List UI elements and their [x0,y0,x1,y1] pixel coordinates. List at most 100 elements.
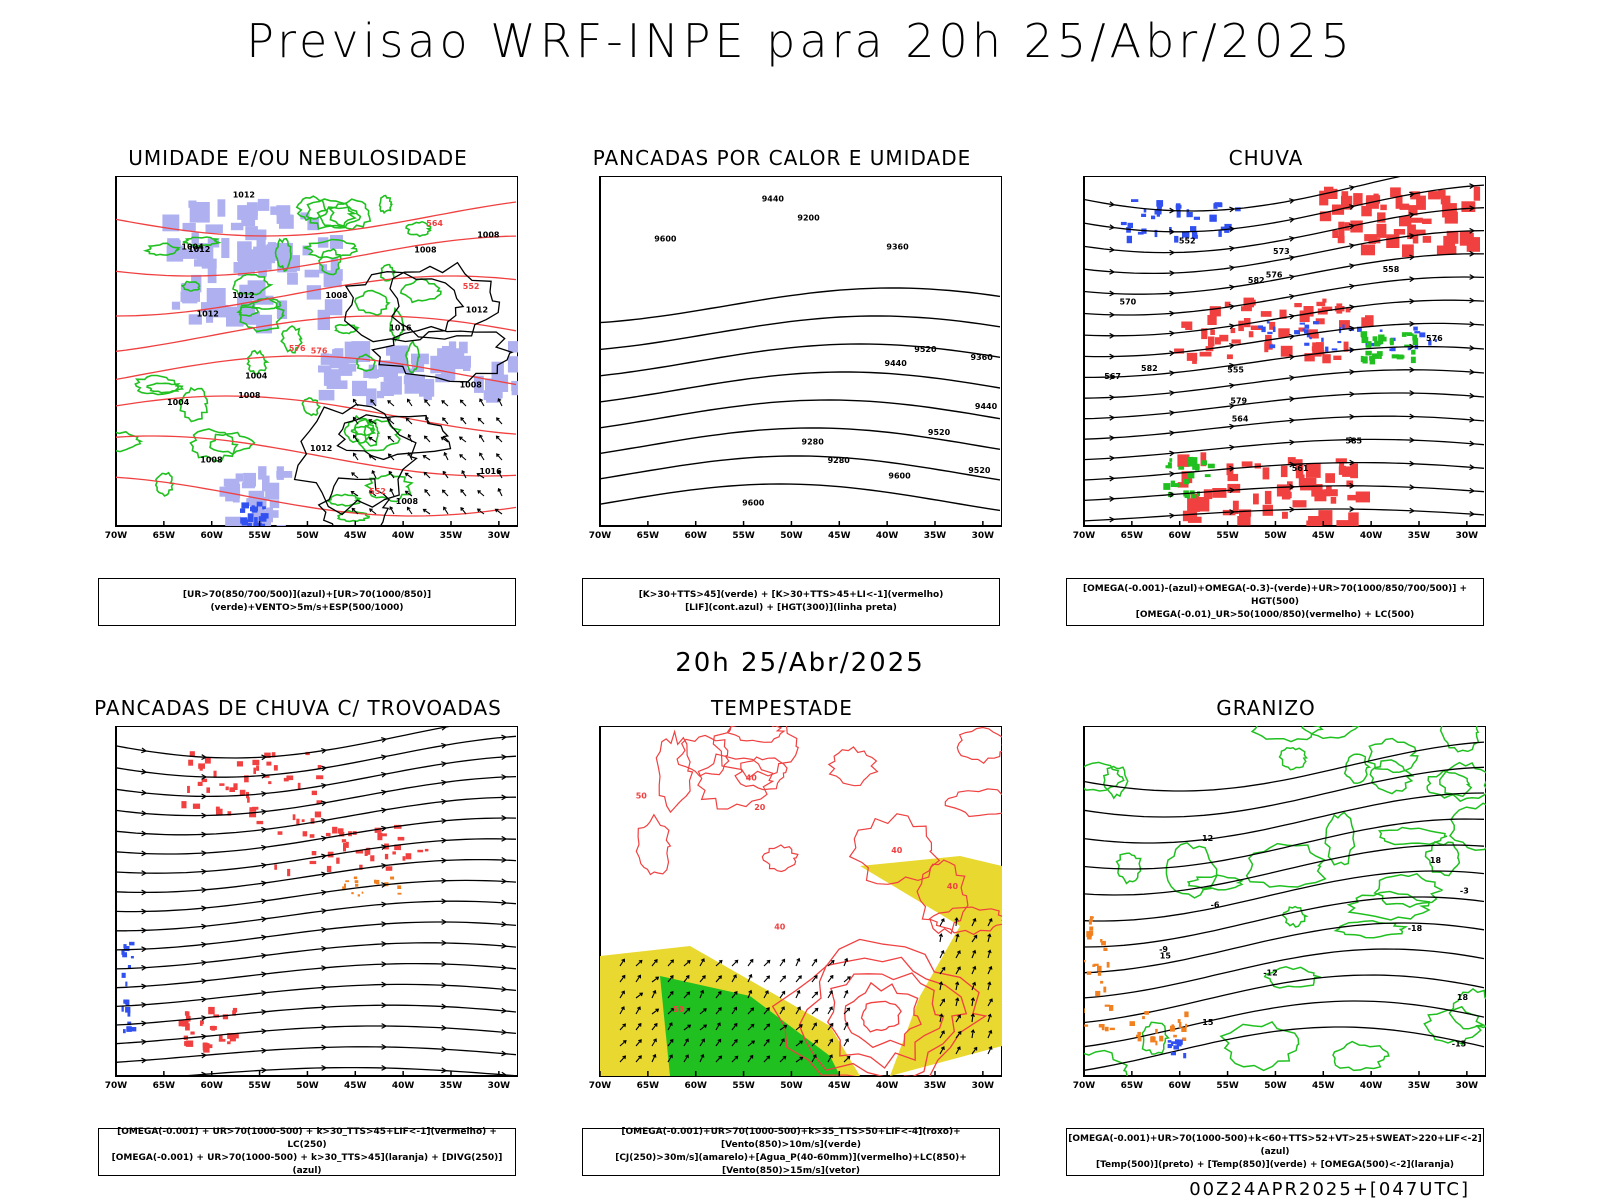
lon-tick-label: 70W [105,531,128,541]
storm-red-area [249,811,257,818]
rain-red-area [1361,205,1372,217]
temp-label: 18 [1457,993,1469,1002]
flow-arrow [1289,396,1296,403]
low-level-humidity-contour [142,242,181,257]
lon-tick-label: 50W [780,531,803,541]
panel-pancadas-calor: PANCADAS POR CALOR E UMIDADE 9600 9520 960… [562,146,1002,626]
low-level-humidity-contour [251,297,282,310]
wind-vector [476,473,485,479]
flow-arrow [1349,223,1356,230]
divergence-blue [129,941,135,946]
flow-arrow [1409,460,1416,467]
wind-vector [352,398,359,407]
legend-line-1: [OMEGA(-0.001)+UR>70(1000-500)+k<60+TTS>… [1068,1133,1482,1157]
rain-red-area [1407,224,1416,240]
wind-vector [404,490,413,497]
panel-legend: [K>30+TTS>45](verde) + [K>30+TTS>45+LI<-… [582,578,1000,626]
humidity-high-levels [411,353,429,365]
omega-orange-area [1100,939,1103,943]
temp500-contour [1084,948,1485,999]
wind-vector [352,452,359,461]
rain-green-area [1369,357,1376,365]
precipitable-water-contour [761,844,799,873]
height-contour [600,315,1001,351]
low-level-humidity-contour [179,386,209,423]
wind-vector [635,1055,642,1063]
rain-red-area [1333,355,1342,360]
omega-orange-area [1097,971,1102,976]
flow-arrow [1469,297,1476,304]
omega-orange-area [1144,1011,1149,1015]
storm-red-area [292,814,296,821]
rain-red-area [1269,321,1276,330]
flow-arrow [321,889,328,896]
panel-tempestade: TEMPESTADE 4040404050502012S15S18S21S24S… [562,696,1002,1176]
wind-vector [442,417,449,425]
low-level-humidity-contour [405,220,432,238]
flow-arrow [201,887,208,893]
rain-blue-area [1176,210,1181,218]
flow-arrow [1349,413,1356,420]
rain-red-area [1416,195,1426,210]
storm-orange-area [390,876,395,880]
humidity-blue [240,517,248,524]
flow-arrow [261,1009,268,1015]
rain-green-area [1360,355,1364,363]
storm-red-area [326,865,332,873]
humidity-high-levels [320,353,330,365]
rain-red-area [1436,245,1446,256]
wind-vector [795,957,801,967]
wind-vector [843,1038,849,1047]
low-level-humidity-contour [328,198,372,231]
wind-vector [827,959,835,967]
flow-arrow [141,1077,146,1082]
flow-arrow [381,882,388,888]
flow-arrow [381,1002,388,1009]
height-contour [600,455,1001,481]
storm-red-area [274,864,277,870]
humidity-high-levels [188,200,197,208]
wind-vector [955,1014,961,1023]
flow-arrow [261,880,268,887]
lon-tick-label: 55W [732,531,755,541]
temp500-contour [1084,766,1485,818]
temp-label: -15 [1452,1039,1467,1048]
wind-vector [779,990,786,999]
storm-red-area [302,831,308,837]
low-level-humidity-contour [209,431,256,456]
humidity-high-levels [300,212,310,220]
wind-vector [843,1055,851,1063]
rain-green-area [1361,336,1369,344]
humidity-high-levels [338,363,357,372]
rain-red-area [1303,306,1314,317]
page-title: Previsao WRF-INPE para 20h 25/Abr/2025 [246,14,1354,68]
humidity-high-levels [289,255,300,271]
wind-vector [827,990,833,999]
humidity-blue [241,530,247,534]
storm-red-area [185,1015,191,1022]
hgt500-label: 570 [1120,298,1137,307]
flow-arrow [1289,293,1296,300]
flow-arrow [321,926,328,933]
lc250-streamline [116,1046,517,1063]
flow-arrow [1169,310,1176,317]
wind-vector [843,989,849,999]
rain-blue-area [1342,324,1345,330]
flow-arrow [441,961,448,967]
pressure-label: 1012 [233,190,255,199]
humidity-high-levels [411,363,425,373]
flow-arrow [1409,413,1416,420]
storm-red-area [200,1020,204,1025]
flow-arrow [261,971,268,978]
legend-line-2: [OMEGA(-0.001) + UR>70(1000-500) + k>30_… [111,1153,503,1176]
wind-vector [987,949,992,959]
flow-arrow [1409,390,1416,396]
divergence-blue [125,981,128,987]
temp500-contour [1084,922,1485,974]
flow-arrow [1469,274,1476,280]
flow-arrow [441,1067,448,1074]
rain-blue-area [1272,326,1276,332]
wind-vector [442,470,449,479]
temp500-contour [1084,792,1485,844]
rain-blue-area [1269,344,1276,349]
